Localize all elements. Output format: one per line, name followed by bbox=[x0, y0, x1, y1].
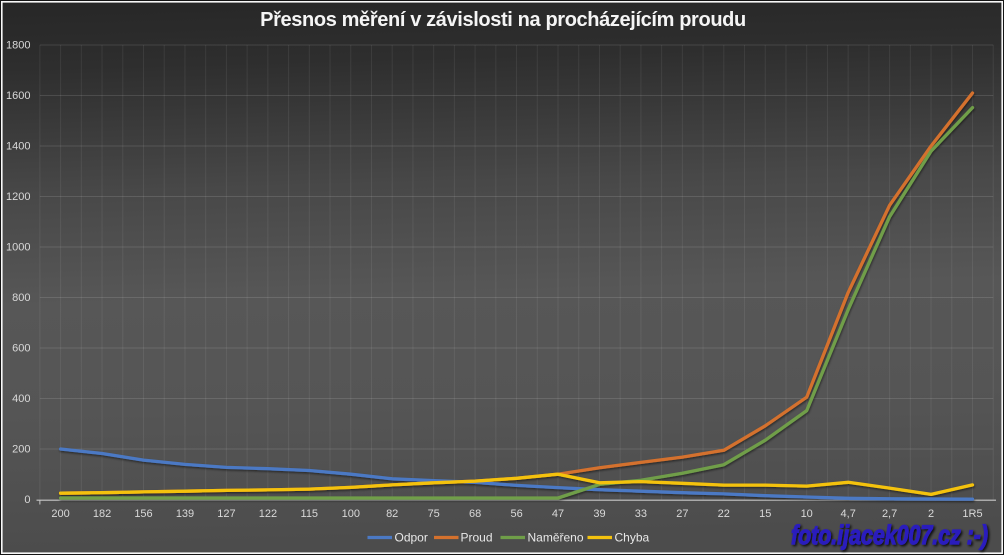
svg-text:1200: 1200 bbox=[6, 191, 30, 203]
svg-text:Proud: Proud bbox=[461, 531, 493, 545]
svg-text:156: 156 bbox=[134, 508, 152, 520]
svg-text:Naměřeno: Naměřeno bbox=[528, 531, 584, 545]
svg-text:47: 47 bbox=[552, 508, 564, 520]
svg-text:400: 400 bbox=[12, 393, 30, 405]
svg-text:115: 115 bbox=[301, 508, 319, 520]
svg-text:15: 15 bbox=[759, 508, 771, 520]
svg-text:1R5: 1R5 bbox=[962, 508, 982, 520]
svg-text:4,7: 4,7 bbox=[841, 508, 856, 520]
svg-text:800: 800 bbox=[12, 292, 30, 304]
svg-text:200: 200 bbox=[51, 508, 69, 520]
svg-text:75: 75 bbox=[428, 508, 440, 520]
svg-text:68: 68 bbox=[469, 508, 481, 520]
svg-text:0: 0 bbox=[24, 494, 30, 506]
svg-text:1400: 1400 bbox=[6, 141, 30, 153]
svg-text:10: 10 bbox=[801, 508, 813, 520]
svg-text:1600: 1600 bbox=[6, 90, 30, 102]
svg-text:Odpor: Odpor bbox=[395, 531, 428, 545]
svg-text:22: 22 bbox=[718, 508, 730, 520]
svg-text:200: 200 bbox=[12, 444, 30, 456]
svg-text:1800: 1800 bbox=[6, 40, 30, 52]
svg-text:122: 122 bbox=[259, 508, 277, 520]
svg-text:82: 82 bbox=[386, 508, 398, 520]
svg-text:127: 127 bbox=[217, 508, 235, 520]
svg-text:Chyba: Chyba bbox=[615, 531, 650, 545]
svg-text:1000: 1000 bbox=[6, 242, 30, 254]
svg-text:39: 39 bbox=[593, 508, 605, 520]
svg-text:56: 56 bbox=[510, 508, 522, 520]
svg-text:27: 27 bbox=[676, 508, 688, 520]
svg-text:2,7: 2,7 bbox=[882, 508, 897, 520]
svg-text:33: 33 bbox=[635, 508, 647, 520]
svg-text:foto.ijacek007.cz :-): foto.ijacek007.cz :-) bbox=[791, 520, 988, 550]
svg-text:100: 100 bbox=[342, 508, 360, 520]
svg-text:139: 139 bbox=[176, 508, 194, 520]
svg-text:2: 2 bbox=[928, 508, 934, 520]
svg-text:Přesnos měření v závislosti na: Přesnos měření v závislosti na procházej… bbox=[260, 9, 746, 31]
svg-text:182: 182 bbox=[93, 508, 111, 520]
svg-text:600: 600 bbox=[12, 343, 30, 355]
